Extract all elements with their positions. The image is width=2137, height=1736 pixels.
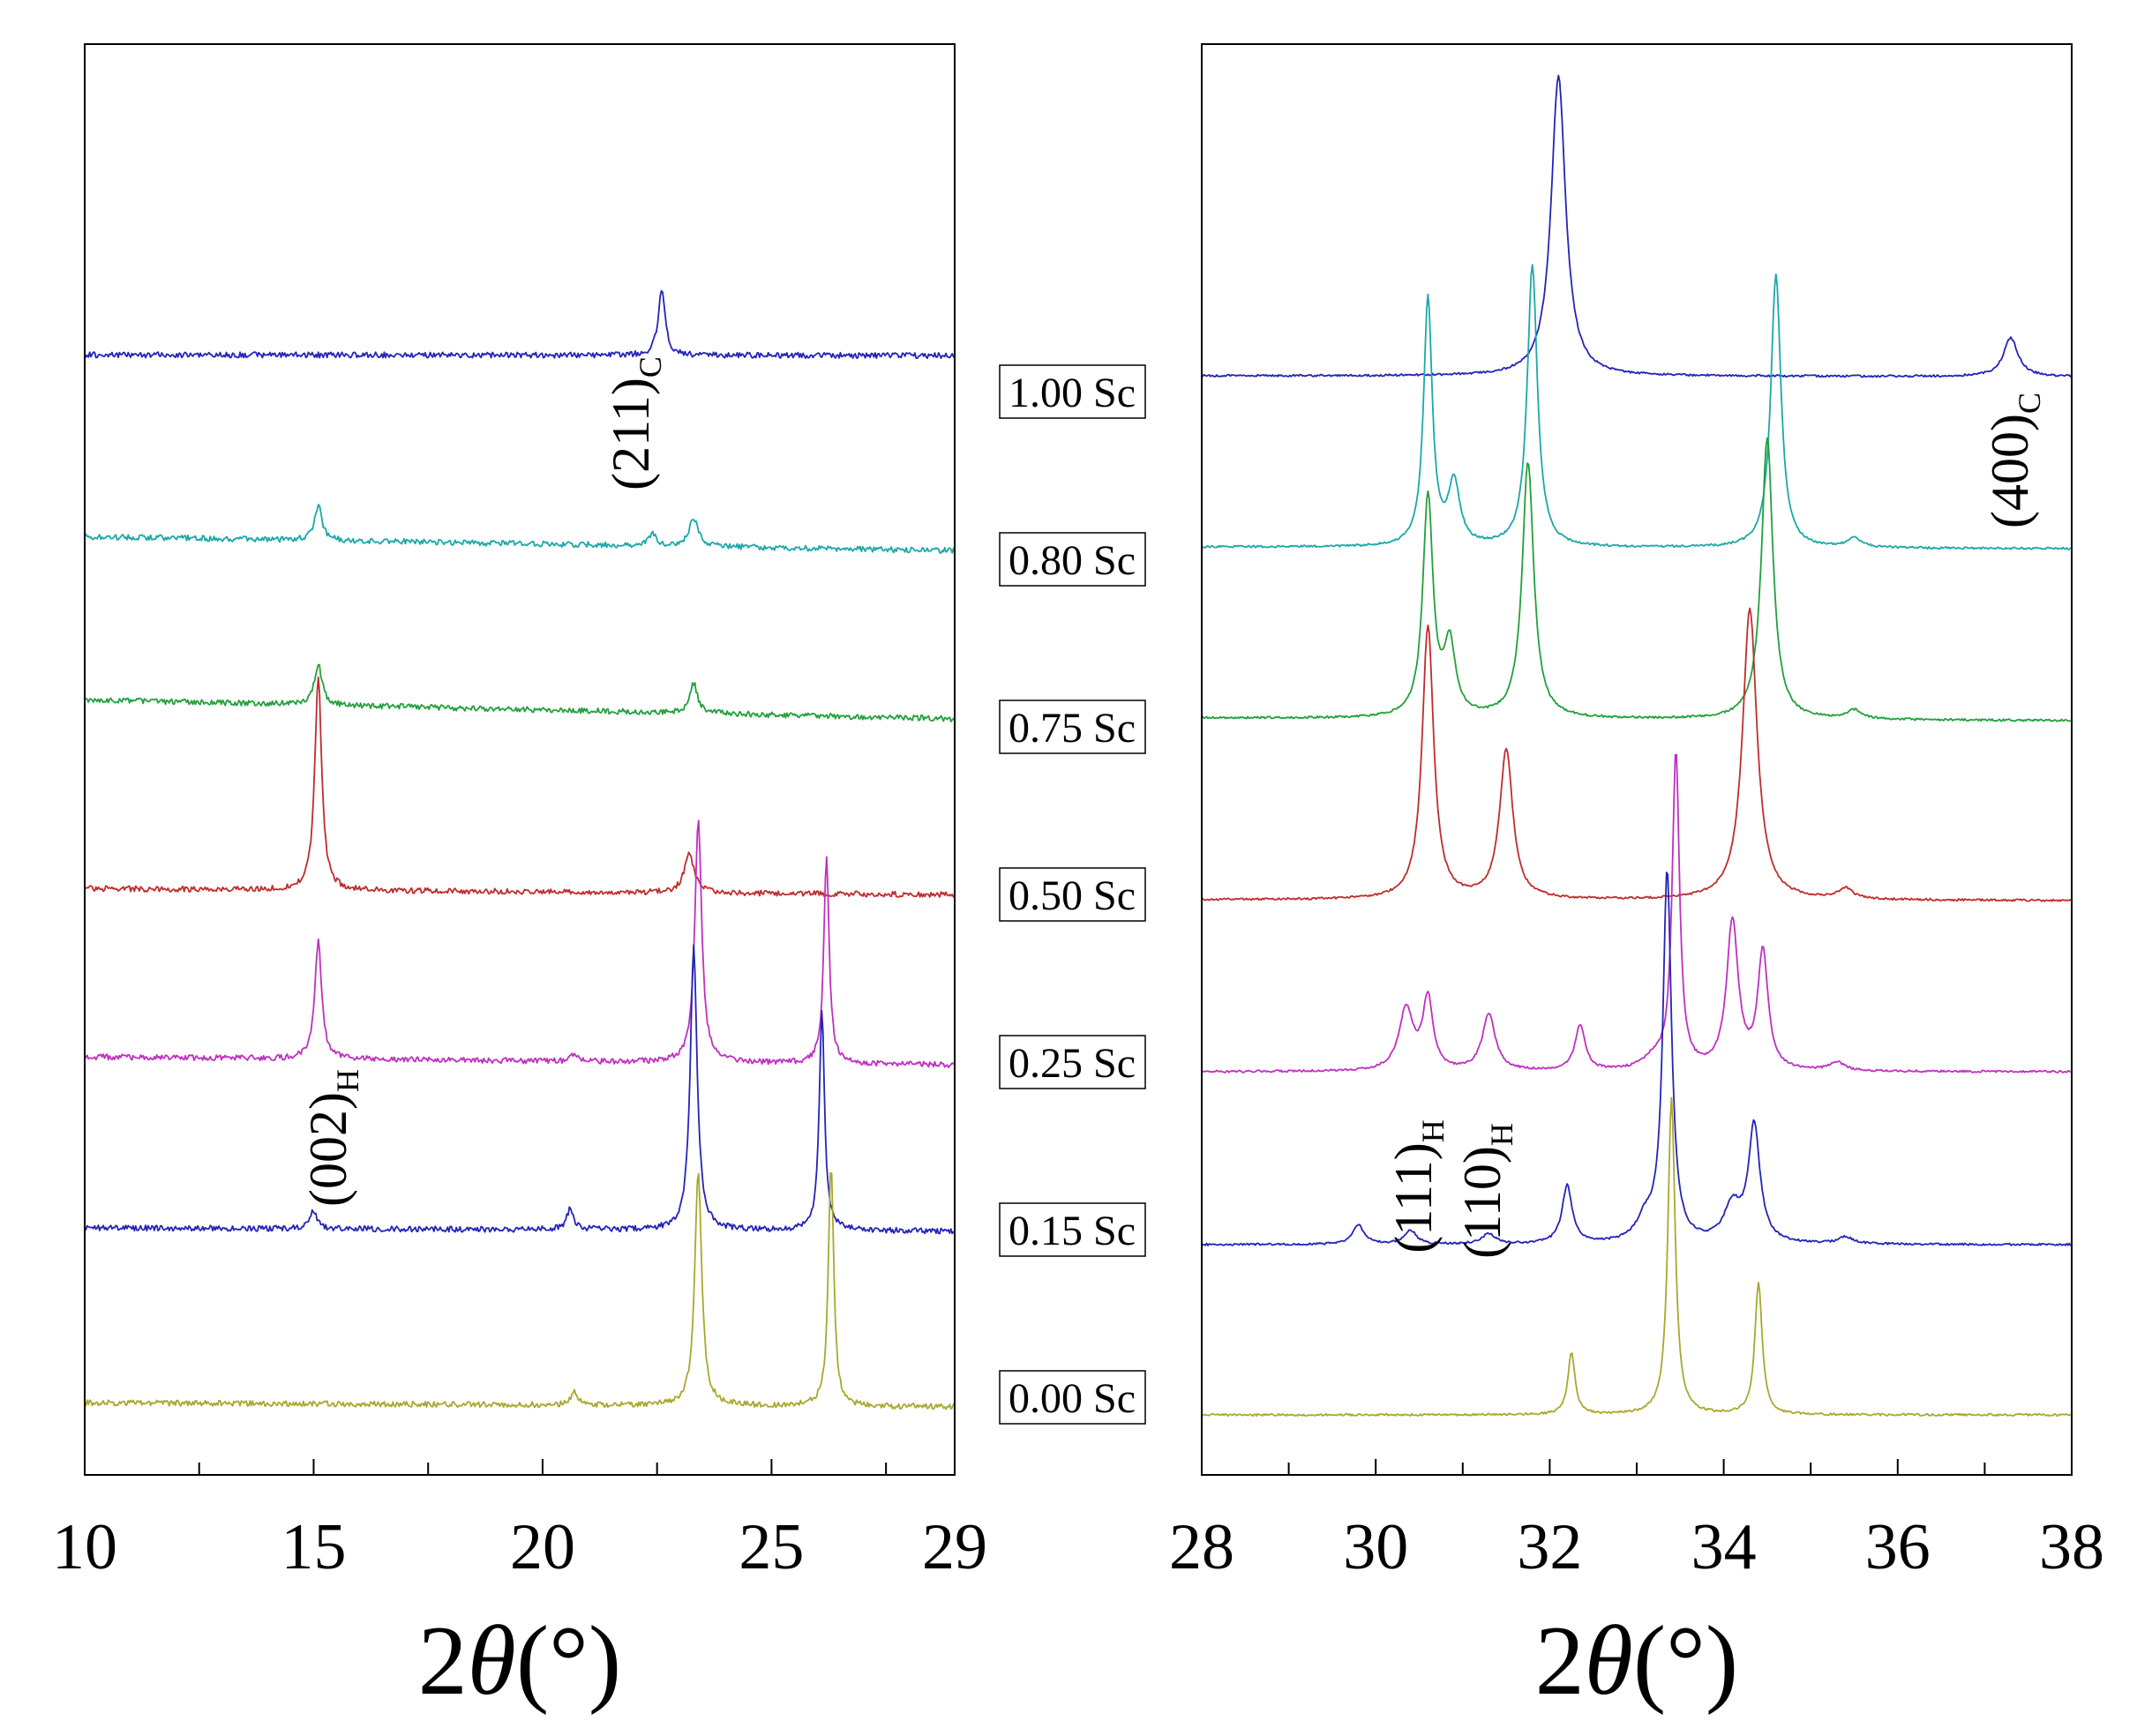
right-trace-1-00-sc xyxy=(1201,74,2073,378)
annotation-002-h: (002)H xyxy=(299,1069,365,1207)
right-x-tick-label: 28 xyxy=(1169,1511,1234,1583)
left-x-ticks xyxy=(84,1459,956,1475)
right-x-ticks xyxy=(1201,1459,2073,1475)
legend-item-0-75-sc: 0.75 Sc xyxy=(999,700,1146,754)
left-trace-0-15-sc xyxy=(84,944,956,1235)
right-x-tick-label: 30 xyxy=(1343,1511,1408,1583)
annotation-110-h: (110)H xyxy=(1453,1123,1519,1259)
legend-item-0-00-sc: 0.00 Sc xyxy=(999,1370,1146,1425)
left-x-tick-labels: 10 15 20 25 29 xyxy=(52,1511,987,1583)
left-trace-0-75-sc xyxy=(84,663,956,722)
right-x-tick-label: 34 xyxy=(1691,1511,1757,1583)
left-traces xyxy=(84,289,956,1410)
legend-item-0-50-sc: 0.50 Sc xyxy=(999,867,1146,922)
right-trace-0-75-sc xyxy=(1201,437,2073,722)
left-x-tick-label: 29 xyxy=(922,1511,987,1583)
left-x-tick-label: 20 xyxy=(510,1511,575,1583)
left-plot-frame xyxy=(84,43,956,1476)
right-x-axis-title: 2θ(°) xyxy=(1535,1606,1738,1716)
svg-text:(110)H: (110)H xyxy=(1453,1123,1519,1259)
left-panel: 10 15 20 25 29 2θ(°) (211)C (002)H xyxy=(52,43,987,1716)
right-trace-0-00-sc xyxy=(1201,1096,2073,1417)
svg-text:0.80 Sc: 0.80 Sc xyxy=(1009,537,1136,584)
left-trace-1-00-sc xyxy=(84,289,956,360)
left-x-axis-title: 2θ(°) xyxy=(418,1606,621,1716)
right-x-tick-label: 36 xyxy=(1865,1511,1931,1583)
left-x-tick-label: 15 xyxy=(281,1511,346,1583)
svg-text:(211)C: (211)C xyxy=(602,356,668,490)
left-trace-0-80-sc xyxy=(84,504,956,554)
right-trace-0-15-sc xyxy=(1201,872,2073,1246)
legend-item-0-15-sc: 0.15 Sc xyxy=(999,1202,1146,1257)
left-x-tick-label: 10 xyxy=(52,1511,117,1583)
right-traces xyxy=(1201,74,2073,1417)
left-x-tick-label: 25 xyxy=(739,1511,804,1583)
annotation-211-c: (211)C xyxy=(602,356,668,490)
legend-item-0-25-sc: 0.25 Sc xyxy=(999,1035,1146,1089)
svg-text:0.00 Sc: 0.00 Sc xyxy=(1009,1375,1136,1422)
svg-text:0.50 Sc: 0.50 Sc xyxy=(1009,872,1136,919)
svg-text:1.00 Sc: 1.00 Sc xyxy=(1009,370,1136,416)
left-trace-0-50-sc xyxy=(84,676,956,898)
right-trace-0-80-sc xyxy=(1201,264,2073,550)
annotation-400-c: (400)C xyxy=(1981,393,2047,528)
svg-text:0.15 Sc: 0.15 Sc xyxy=(1009,1208,1136,1254)
left-trace-0-00-sc xyxy=(84,1171,956,1410)
right-x-tick-labels: 28 30 32 34 36 38 xyxy=(1169,1511,2104,1583)
svg-text:0.75 Sc: 0.75 Sc xyxy=(1009,705,1136,752)
left-trace-0-25-sc xyxy=(84,819,956,1068)
right-x-tick-label: 32 xyxy=(1517,1511,1582,1583)
right-panel: 28 30 32 34 36 38 2θ(°) (400)C (111)H (110)H xyxy=(1169,43,2104,1716)
svg-text:(400)C: (400)C xyxy=(1981,393,2047,528)
right-x-tick-label: 38 xyxy=(2039,1511,2104,1583)
svg-text:0.25 Sc: 0.25 Sc xyxy=(1009,1040,1136,1087)
svg-text:(002)H: (002)H xyxy=(299,1069,365,1207)
annotation-111-h: (111)H xyxy=(1384,1119,1451,1253)
series-legend: 1.00 Sc 0.80 Sc 0.75 Sc 0.50 Sc 0.25 Sc … xyxy=(999,364,1146,1425)
right-trace-0-50-sc xyxy=(1201,607,2073,902)
legend-item-0-80-sc: 0.80 Sc xyxy=(999,532,1146,587)
legend-item-1-00-sc: 1.00 Sc xyxy=(999,364,1146,419)
right-trace-0-25-sc xyxy=(1201,753,2073,1074)
svg-text:(111)H: (111)H xyxy=(1384,1119,1451,1253)
